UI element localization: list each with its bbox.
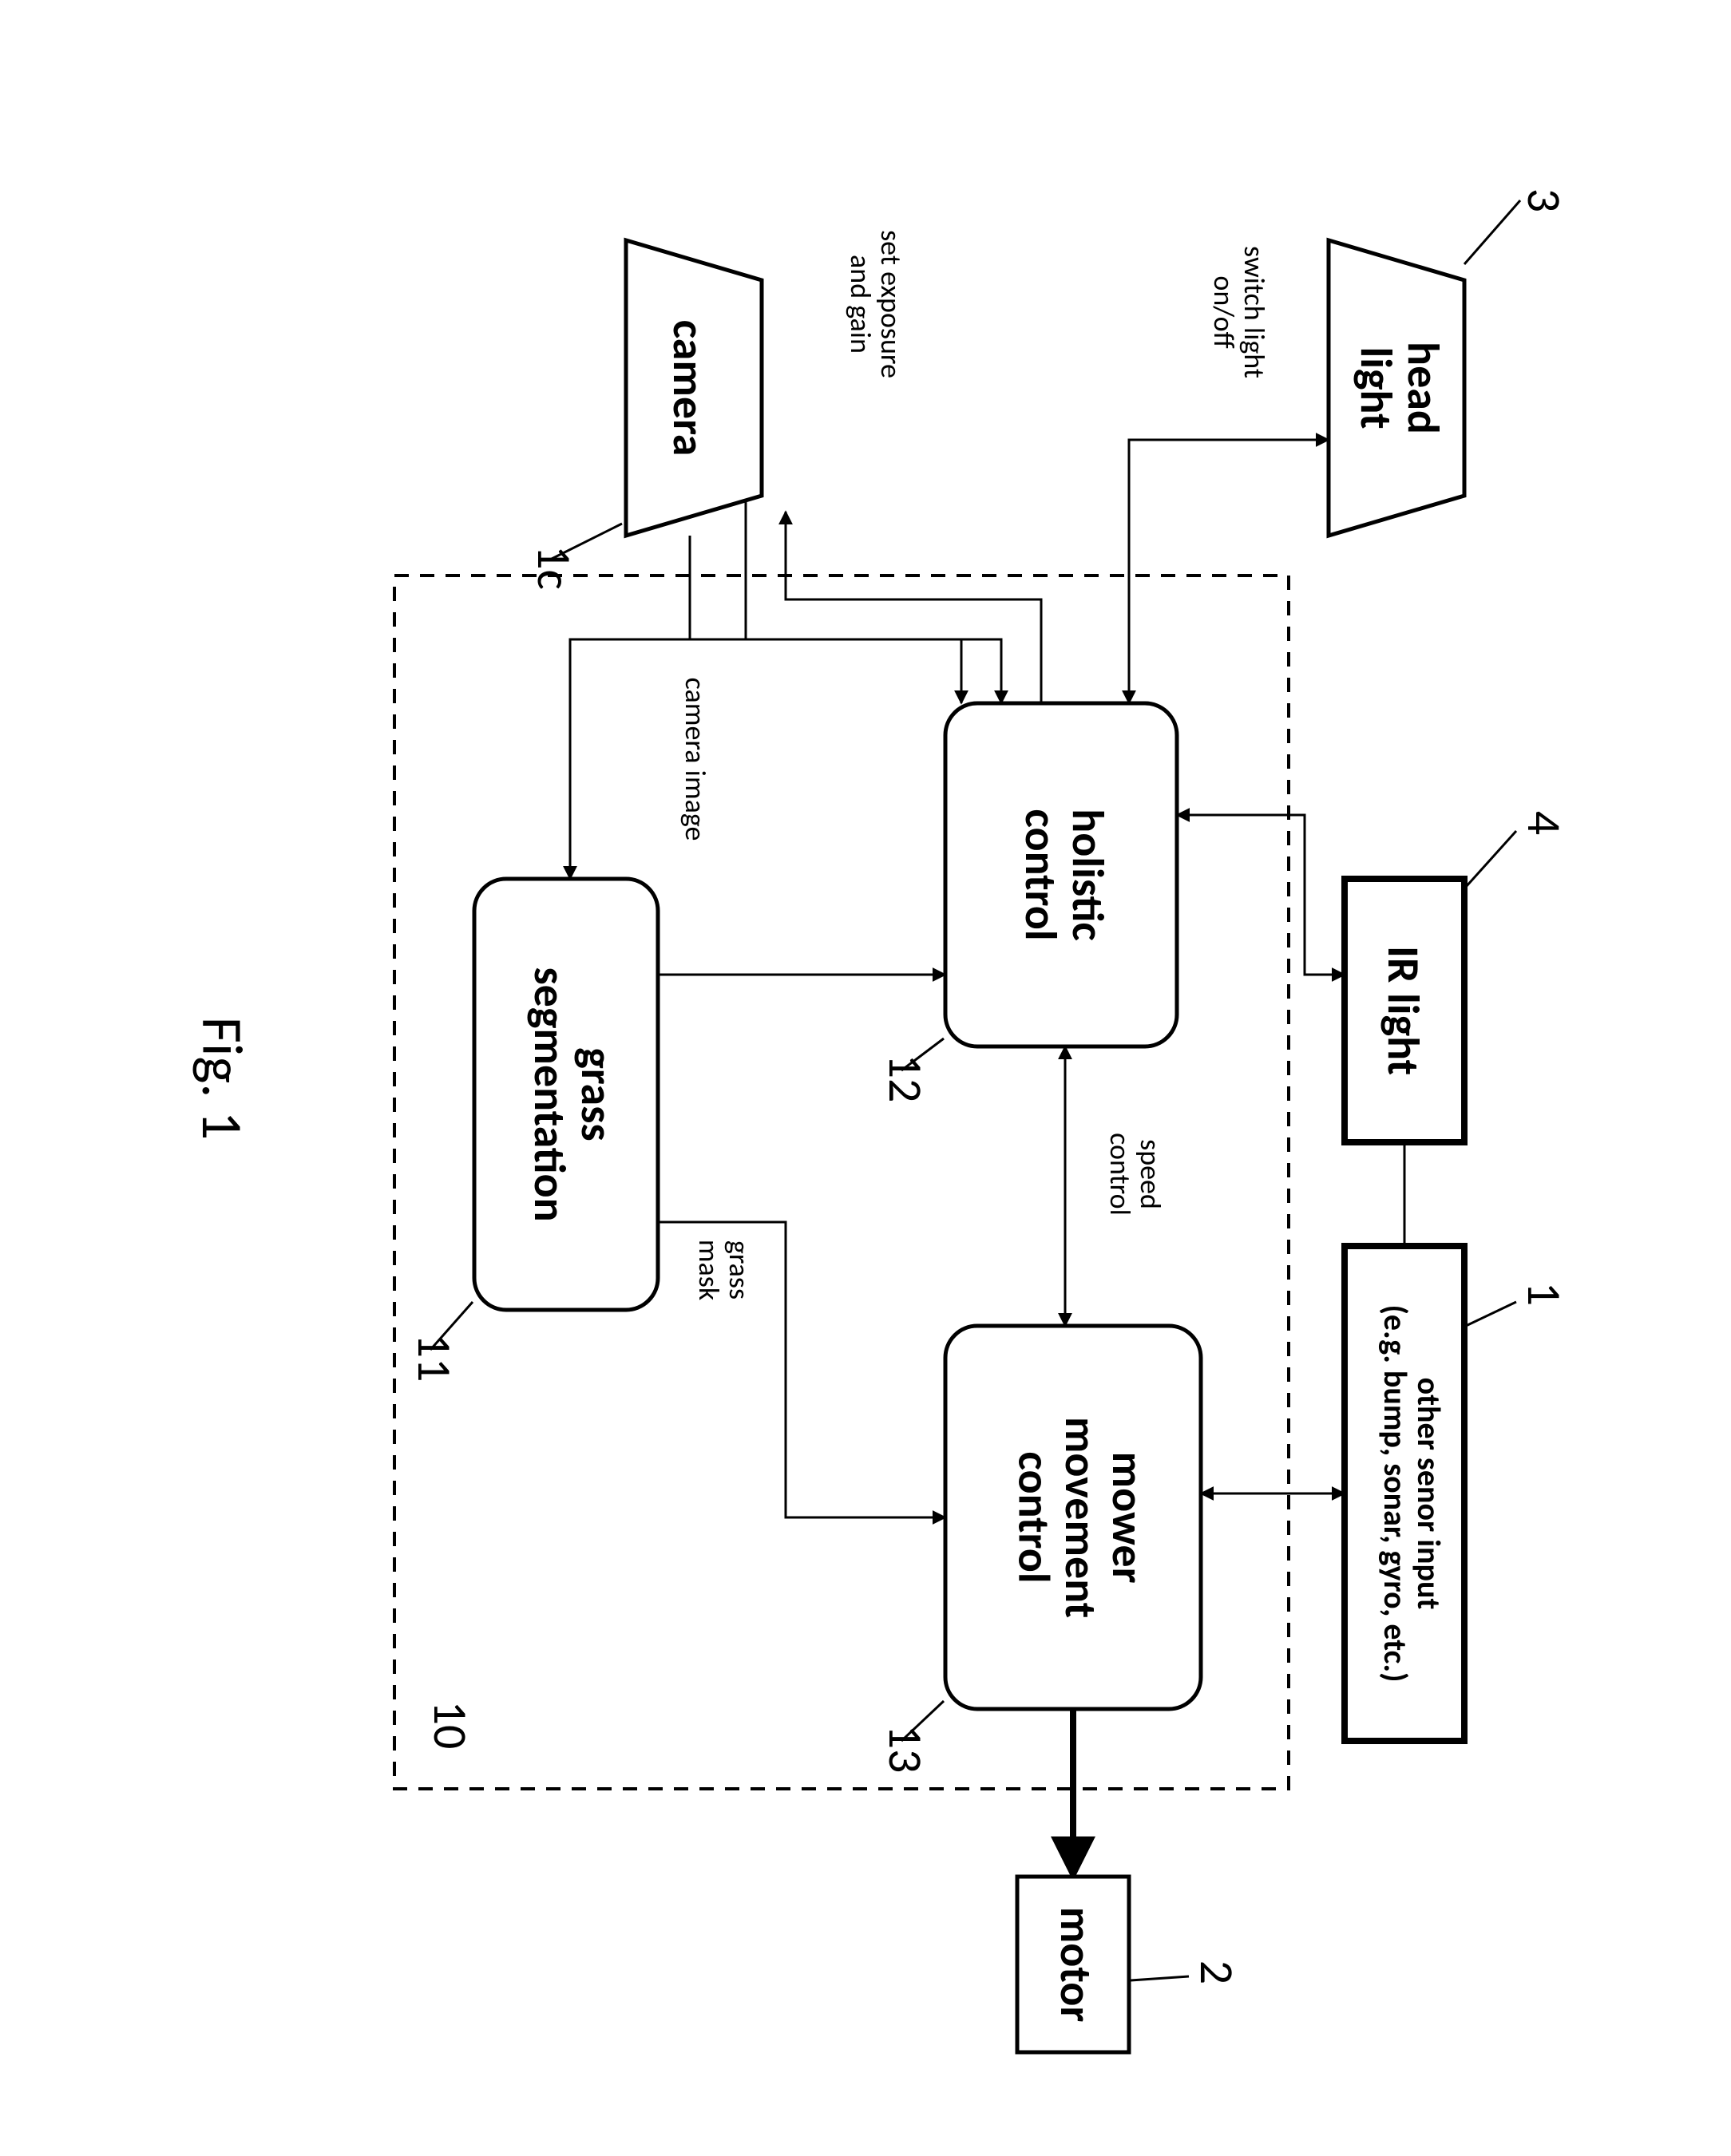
edge-camera-to-grass xyxy=(570,536,690,879)
callout-2: 2 xyxy=(1187,1960,1246,1984)
edge-label-camera-holistic-left: set exposureand gain xyxy=(843,230,909,378)
callout-leader-4 xyxy=(1466,831,1516,887)
edge-camera-holistic-left-return xyxy=(786,512,1041,703)
block-diagram: switch lighton/off set exposureand gain ca… xyxy=(107,81,1624,2076)
edge-label-headlight-holistic: switch lighton/off xyxy=(1206,246,1272,378)
edge-camera-to-grass-branch xyxy=(690,639,961,703)
callout-10: 10 xyxy=(421,1700,479,1749)
figure-caption: Fig. 1 xyxy=(187,1016,257,1139)
callout-1: 1 xyxy=(1515,1281,1573,1305)
node-label-headlight: headlight xyxy=(1349,342,1450,434)
callout-leader-1 xyxy=(1466,1302,1516,1326)
page: switch lighton/off set exposureand gain ca… xyxy=(0,0,1731,2156)
edge-label-holistic-to-mower: speedcontrol xyxy=(1103,1133,1168,1216)
node-label-motor: motor xyxy=(1048,1906,1103,2022)
edge-headlight-holistic xyxy=(1129,440,1329,703)
node-grass_seg: grasssegmentation xyxy=(474,879,658,1310)
node-label-camera: camera xyxy=(661,319,715,456)
callout-1c: 1c xyxy=(525,545,583,590)
node-other_sensor: other senor input(e.g. bump, sonar, gyro… xyxy=(1345,1246,1464,1741)
edge-label-camera-to-grass: camera image xyxy=(678,677,713,841)
callout-3: 3 xyxy=(1515,188,1573,212)
callout-12: 12 xyxy=(876,1054,934,1102)
callout-13: 13 xyxy=(876,1724,934,1773)
node-motor: motor xyxy=(1017,1877,1129,2052)
callout-4: 4 xyxy=(1515,810,1573,834)
callout-leader-2 xyxy=(1131,1976,1189,1980)
node-label-holistic: holisticcontrol xyxy=(1013,809,1115,941)
callout-11: 11 xyxy=(405,1333,463,1382)
node-headlight: headlight xyxy=(1329,240,1464,536)
callout-leader-3 xyxy=(1464,200,1520,264)
edge-holistic-ir xyxy=(1177,815,1345,975)
edge-label-grass-to-mower: grassmask xyxy=(691,1239,757,1300)
node-camera: camera xyxy=(626,240,762,536)
diagram-rotated-wrapper: switch lighton/off set exposureand gain ca… xyxy=(107,81,1624,2076)
node-ir_light: IR light xyxy=(1345,879,1464,1142)
node-mower_ctrl: mowermovementcontrol xyxy=(945,1326,1201,1709)
node-holistic: holisticcontrol xyxy=(945,703,1177,1046)
node-label-ir_light: IR light xyxy=(1376,945,1430,1074)
